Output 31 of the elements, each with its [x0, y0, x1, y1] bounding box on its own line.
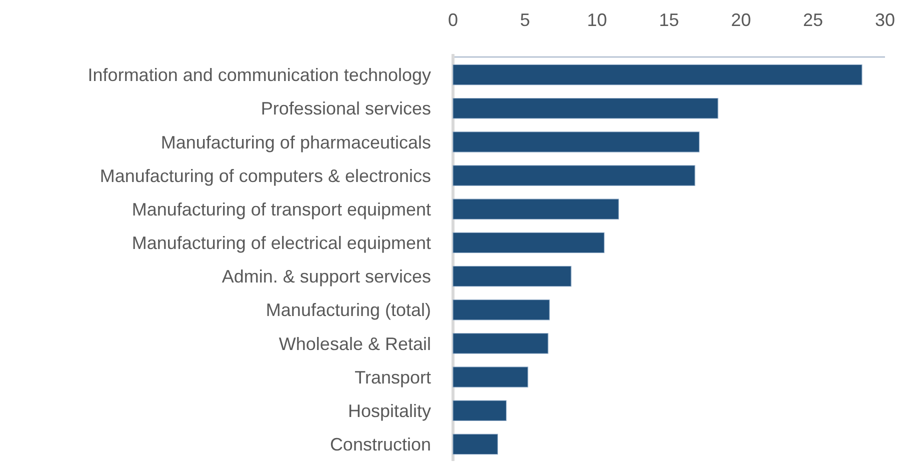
x-tick-label: 5 — [520, 10, 530, 30]
x-tick-label: 15 — [658, 10, 680, 30]
y-tick-label: Professional services — [260, 98, 431, 119]
y-tick-label: Admin. & support services — [222, 266, 431, 287]
bar — [452, 434, 498, 455]
bar — [452, 132, 700, 152]
bar — [452, 400, 507, 421]
y-tick-label: Manufacturing of transport equipment — [132, 199, 431, 220]
x-tick-label: 20 — [730, 10, 752, 30]
x-tick-label: 10 — [586, 10, 608, 30]
bar — [452, 266, 572, 287]
y-tick-label: Manufacturing of computers & electronics — [100, 166, 431, 186]
bar — [452, 300, 550, 320]
x-tick-label: 30 — [874, 10, 896, 30]
y-tick-label: Manufacturing of pharmaceuticals — [160, 132, 431, 152]
y-tick-label: Manufacturing (total) — [266, 300, 431, 320]
bar — [452, 333, 548, 354]
bar — [452, 64, 862, 86]
y-tick-label: Manufacturing of electrical equipment — [132, 233, 431, 254]
bar — [452, 232, 604, 254]
bar — [452, 98, 718, 119]
y-tick-label: Transport — [354, 367, 431, 388]
y-tick-label: Information and communication technology — [88, 65, 431, 86]
bar — [452, 198, 619, 220]
x-tick-label: 25 — [802, 10, 824, 30]
y-tick-label: Construction — [330, 434, 431, 455]
bar — [452, 366, 528, 388]
x-tick-label: 0 — [448, 10, 458, 30]
y-tick-label: Hospitality — [348, 400, 431, 421]
bar — [452, 165, 696, 186]
y-tick-label: Wholesale & Retail — [278, 334, 431, 354]
